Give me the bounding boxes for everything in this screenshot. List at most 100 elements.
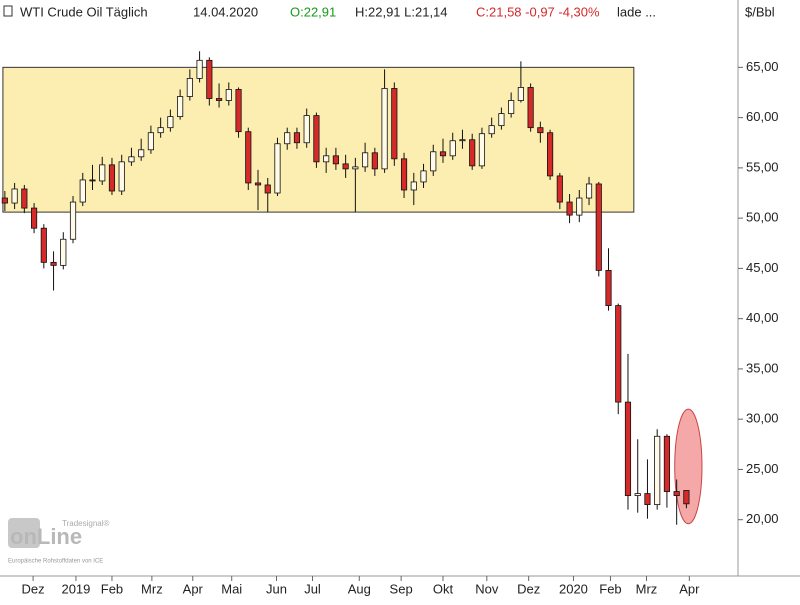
candle-body xyxy=(381,88,388,170)
x-tick-label: 2019 xyxy=(61,581,90,596)
x-tick-label: Apr xyxy=(183,581,204,596)
candle-body xyxy=(556,175,563,203)
y-tick-label: 65,00 xyxy=(746,59,779,74)
y-tick-label: 35,00 xyxy=(746,360,779,375)
candle-body xyxy=(420,170,427,183)
y-tick-label: 55,00 xyxy=(746,159,779,174)
candle-body xyxy=(69,201,77,240)
candle-body xyxy=(1,197,8,204)
candle-body xyxy=(352,166,359,170)
candle-body xyxy=(663,435,671,492)
header-status: lade ... xyxy=(617,4,656,19)
candle-body xyxy=(157,127,164,134)
x-tick-label: Sep xyxy=(390,581,413,596)
candle-body xyxy=(469,139,476,167)
header-change: C:21,58 -0,97 -4,30% xyxy=(476,4,600,19)
candle-body xyxy=(449,140,456,157)
candle-body xyxy=(147,132,154,151)
candle-body xyxy=(634,493,641,496)
candle-body xyxy=(595,183,602,271)
candle-body xyxy=(478,133,486,167)
candle-body xyxy=(547,132,554,177)
x-tick-label: Okt xyxy=(433,581,454,596)
x-tick-label: Aug xyxy=(348,581,371,596)
candle-body xyxy=(644,493,651,506)
candle-body xyxy=(303,115,310,144)
candle-body xyxy=(527,87,534,129)
x-tick-label: Feb xyxy=(599,581,621,596)
candle-body xyxy=(89,179,96,182)
candle-body xyxy=(284,132,291,145)
y-tick-label: 30,00 xyxy=(746,411,779,426)
candle-body xyxy=(60,238,67,266)
y-unit: $/Bbl xyxy=(745,4,775,19)
candle-body xyxy=(30,207,38,229)
logo-name: onLine xyxy=(10,524,82,549)
candle-body xyxy=(108,164,116,192)
header-high-low: H:22,91 L:21,14 xyxy=(355,4,448,19)
candle-body xyxy=(40,227,47,263)
candle-body xyxy=(605,270,612,306)
x-tick-label: Apr xyxy=(679,581,700,596)
x-tick-label: Mai xyxy=(221,581,242,596)
candle-body xyxy=(118,161,125,192)
candle-body xyxy=(400,158,408,191)
x-tick-label: Feb xyxy=(101,581,123,596)
candle-body xyxy=(264,184,271,194)
candle-body xyxy=(391,88,398,160)
candle-body xyxy=(498,113,505,127)
x-tick-label: 2020 xyxy=(559,581,588,596)
candle-body xyxy=(196,59,203,79)
candle-body xyxy=(624,401,632,496)
candle-body xyxy=(615,305,622,403)
candle-body xyxy=(167,116,174,129)
candle-body xyxy=(215,98,223,101)
candle-body xyxy=(342,163,349,170)
candle-body xyxy=(488,125,495,135)
candle-body xyxy=(50,261,57,266)
candle-body xyxy=(293,132,301,144)
candle-body xyxy=(410,181,417,191)
candle-body xyxy=(683,490,690,505)
logo-box xyxy=(8,518,40,548)
candle-body xyxy=(517,87,524,101)
x-tick-label: Nov xyxy=(475,581,499,596)
candle-body xyxy=(673,491,680,496)
candle-body xyxy=(508,100,515,114)
candle-body xyxy=(11,188,18,204)
candle-body xyxy=(21,188,28,209)
candle-body xyxy=(79,179,86,203)
header-icon xyxy=(3,5,13,17)
candle-body xyxy=(537,127,544,134)
candle-body xyxy=(235,89,242,133)
candle-body xyxy=(138,149,145,158)
y-tick-label: 25,00 xyxy=(746,461,779,476)
candle-body xyxy=(186,78,193,97)
candle-body xyxy=(459,139,466,142)
candle-body xyxy=(430,151,437,172)
candle-body xyxy=(206,59,213,99)
x-tick-label: Mrz xyxy=(636,581,658,596)
header-title: WTI Crude Oil Täglich xyxy=(20,4,148,19)
candle-body xyxy=(274,143,281,194)
header-open: O:22,91 xyxy=(290,4,336,19)
candle-body xyxy=(177,96,184,118)
candle-body xyxy=(585,183,593,199)
x-tick-label: Dez xyxy=(517,581,540,596)
candle-body xyxy=(254,182,262,186)
candle-body xyxy=(245,131,252,184)
candle-body xyxy=(99,164,106,182)
candle-body xyxy=(566,201,573,216)
logo: Tradesignal® onLine Europäische Rohstoff… xyxy=(8,518,110,565)
y-tick-label: 20,00 xyxy=(746,511,779,526)
candle-body xyxy=(371,152,378,170)
logo-brand: Tradesignal® xyxy=(62,519,110,528)
candle-body xyxy=(654,435,661,506)
candle-body xyxy=(332,155,339,165)
candle-body xyxy=(313,115,320,163)
candle-body xyxy=(225,89,232,101)
logo-source: Europäische Rohstoffdaten von ICE xyxy=(8,559,103,565)
y-tick-label: 45,00 xyxy=(746,260,779,275)
header: WTI Crude Oil Täglich 14.04.2020 O:22,91… xyxy=(3,4,775,19)
candle-body xyxy=(128,156,135,163)
